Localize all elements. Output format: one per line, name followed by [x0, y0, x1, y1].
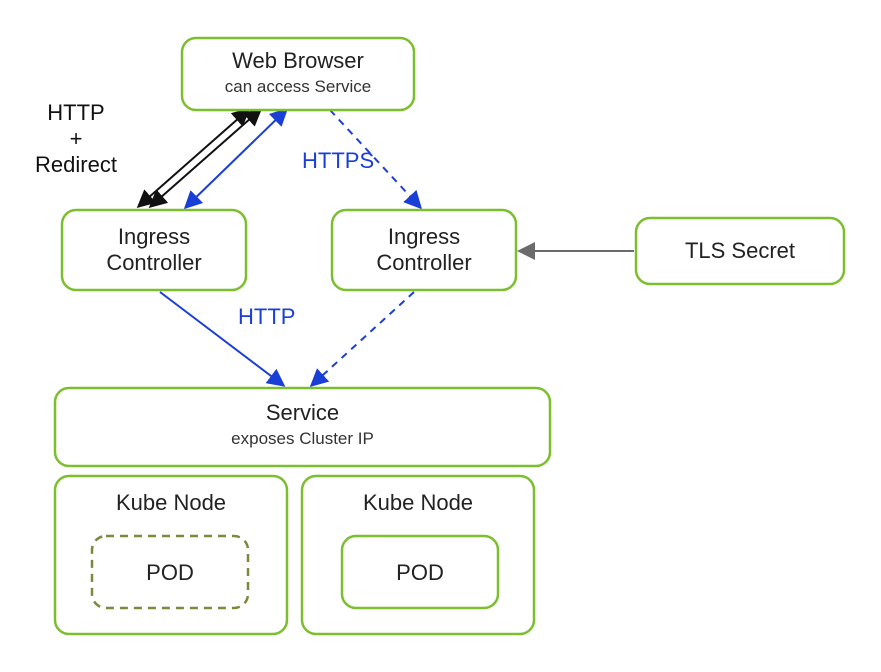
label-lbl_http_redirect_2: + [70, 126, 83, 151]
node-title: Web Browser [232, 48, 364, 73]
node-ingress-controller-1: Ingress Controller [62, 210, 246, 290]
label-lbl_https: HTTPS [302, 148, 374, 173]
node-title: Kube Node [116, 490, 226, 515]
node-title-line2: Controller [106, 250, 201, 275]
node-title: TLS Secret [685, 238, 795, 263]
label-lbl_http: HTTP [238, 304, 295, 329]
edge-br_to_ing1_https [186, 110, 286, 207]
label-lbl_http_redirect_3: Redirect [35, 152, 117, 177]
node-web-browser: Web Browser can access Service [182, 38, 414, 110]
node-title: Service [266, 400, 339, 425]
node-title: POD [146, 560, 194, 585]
edge-br_to_ing1_a [139, 110, 248, 206]
node-title: Kube Node [363, 490, 473, 515]
node-tls-secret: TLS Secret [636, 218, 844, 284]
node-subtitle: can access Service [225, 77, 371, 96]
node-ingress-controller-2: Ingress Controller [332, 210, 516, 290]
edge-br_to_ing1_b [151, 110, 260, 206]
node-service: Service exposes Cluster IP [55, 388, 550, 466]
node-subtitle: exposes Cluster IP [231, 429, 374, 448]
node-pod-1: POD [92, 536, 248, 608]
diagram-canvas: Web Browser can access Service Ingress C… [0, 0, 881, 672]
node-title-line1: Ingress [388, 224, 460, 249]
node-pod-2: POD [342, 536, 498, 608]
node-title-line2: Controller [376, 250, 471, 275]
node-title-line1: Ingress [118, 224, 190, 249]
nodes-layer: Web Browser can access Service Ingress C… [55, 38, 844, 634]
edge-ing2_to_service [312, 292, 414, 385]
label-lbl_http_redirect_1: HTTP [47, 100, 104, 125]
node-title: POD [396, 560, 444, 585]
